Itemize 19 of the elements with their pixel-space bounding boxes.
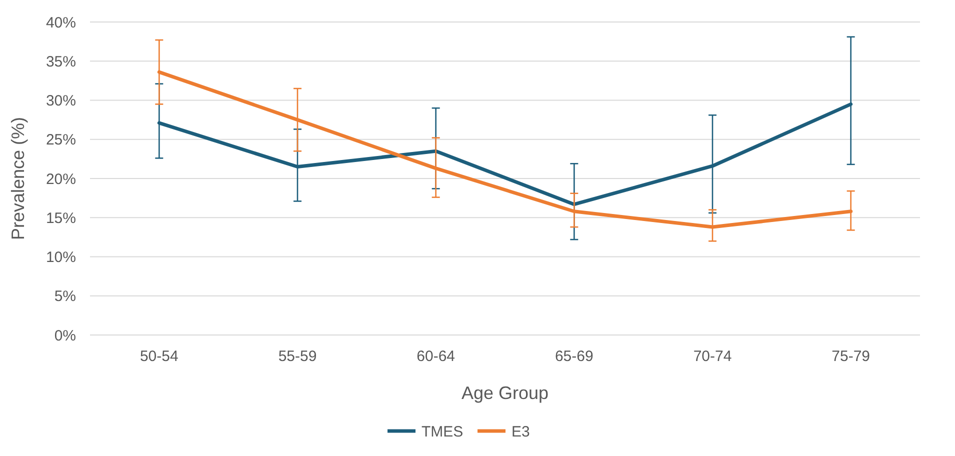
- x-tick-label: 55-59: [278, 348, 317, 365]
- y-tick-label: 40%: [46, 14, 76, 32]
- x-axis-title: Age Group: [461, 383, 549, 403]
- y-tick-label: 30%: [46, 92, 76, 110]
- x-tick-label: 65-69: [554, 348, 594, 365]
- x-tick-label: 60-64: [416, 348, 456, 365]
- y-tick-label: 10%: [46, 249, 76, 266]
- y-tick-label: 20%: [46, 170, 76, 188]
- x-tick-label: 75-79: [832, 348, 870, 365]
- x-tick-label: 50-54: [140, 348, 178, 365]
- y-tick-label: 15%: [46, 210, 76, 227]
- legend-label: E3: [512, 423, 530, 440]
- y-axis-title: Prevalence (%): [8, 116, 28, 240]
- x-tick-label: 70-74: [693, 348, 732, 365]
- y-tick-label: 0%: [54, 327, 76, 344]
- y-tick-label: 25%: [46, 132, 76, 149]
- y-tick-label: 35%: [46, 53, 76, 70]
- legend-label: TMES: [422, 423, 464, 440]
- y-tick-label: 5%: [54, 288, 76, 306]
